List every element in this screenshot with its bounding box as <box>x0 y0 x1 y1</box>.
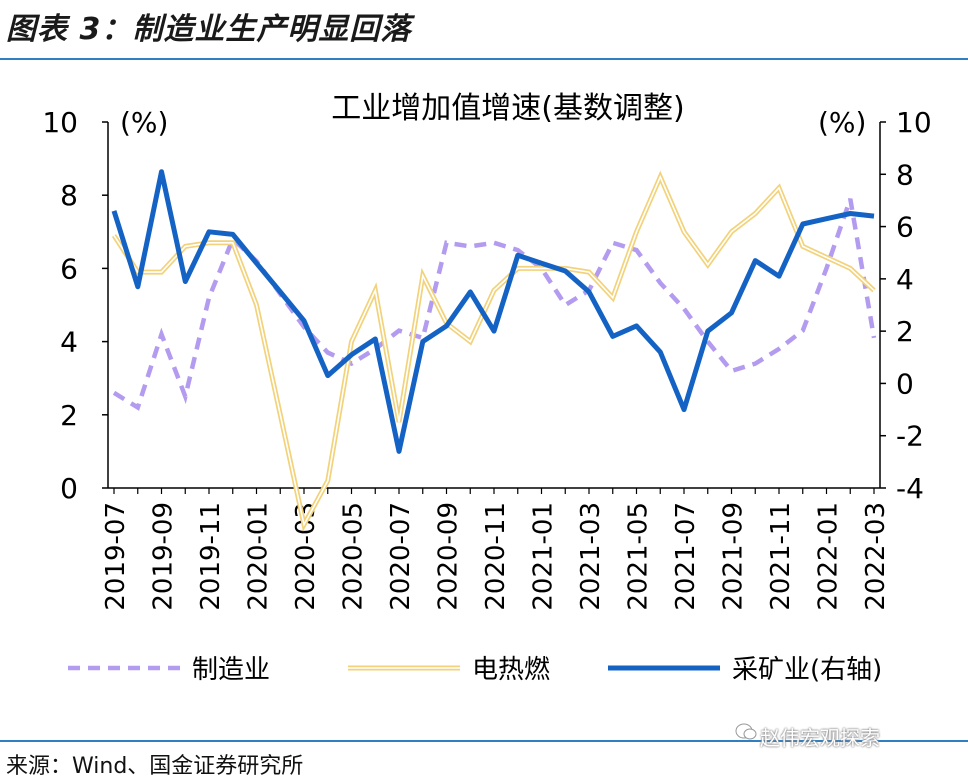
y-right-unit: (%) <box>818 106 866 139</box>
chart-title: 工业增加值增速(基数调整) <box>331 91 684 126</box>
y-right-tick-label: 8 <box>896 158 914 191</box>
x-tick-label: 2021-07 <box>671 502 701 611</box>
y-right-tick-label: 10 <box>896 106 932 139</box>
x-tick-label: 2021-09 <box>719 502 749 611</box>
series-layer <box>111 169 877 532</box>
x-tick-label: 2021-11 <box>766 502 796 611</box>
y-left-tick-label: 2 <box>60 399 78 432</box>
series-line-mining <box>111 169 875 454</box>
x-tick-label: 2022-01 <box>814 502 844 611</box>
series-line-utilities-outer <box>111 170 876 532</box>
legend-label: 采矿业(右轴) <box>732 655 882 685</box>
source-note: 来源：Wind、国金证券研究所 <box>6 754 304 779</box>
y-left-unit: (%) <box>120 106 168 139</box>
x-tick-label: 2020-05 <box>339 502 369 611</box>
x-tick-label: 2019-11 <box>196 502 226 611</box>
x-tick-label: 2020-01 <box>244 502 274 611</box>
y-left-tick-label: 10 <box>42 106 78 139</box>
y-left-tick-label: 8 <box>60 179 78 212</box>
bottom-rule <box>0 740 968 742</box>
x-tick-label: 2020-11 <box>481 502 511 611</box>
x-tick-label: 2021-03 <box>576 502 606 611</box>
y-left-tick-label: 4 <box>60 326 78 359</box>
legend-label: 电热燃 <box>472 655 550 685</box>
x-tick-label: 2022-03 <box>861 502 891 611</box>
y-left-tick-label: 6 <box>60 252 78 285</box>
wechat-icon <box>735 722 757 746</box>
y-right-tick-label: -2 <box>896 420 924 453</box>
x-tick-label: 2019-09 <box>149 502 179 611</box>
x-tick-label: 2019-07 <box>101 502 131 611</box>
series-line-utilities-inner <box>113 174 875 527</box>
watermark: 赵伟宏观探索 <box>760 726 880 750</box>
top-rule <box>0 58 968 60</box>
figure-title: 图表 3：制造业生产明显回落 <box>6 12 412 47</box>
x-tick-label: 2020-09 <box>434 502 464 611</box>
chart: 工业增加值增速(基数调整) (%) (%) 0 2 4 6 8 10 -4 -2 0 2 4 6 8 10… <box>42 91 931 685</box>
x-tick-label: 2020-07 <box>386 502 416 611</box>
y-right-tick-label: 2 <box>896 315 914 348</box>
series-line-manufacturing <box>112 198 877 411</box>
axes: 0 2 4 6 8 10 -4 -2 0 2 4 6 8 10 2019-07 2019-09 2019-11 2… <box>42 106 931 611</box>
y-right-tick-label: 0 <box>896 367 914 400</box>
y-left-tick-label: 0 <box>60 472 78 505</box>
y-right-tick-label: 4 <box>896 263 914 296</box>
legend-label: 制造业 <box>192 655 270 685</box>
y-right-tick-label: 6 <box>896 211 914 244</box>
y-right-tick-label: -4 <box>896 472 924 505</box>
x-tick-label: 2021-05 <box>624 502 654 611</box>
legend: 制造业 电热燃 采矿业(右轴) <box>68 655 882 685</box>
x-tick-label: 2021-01 <box>529 502 559 611</box>
